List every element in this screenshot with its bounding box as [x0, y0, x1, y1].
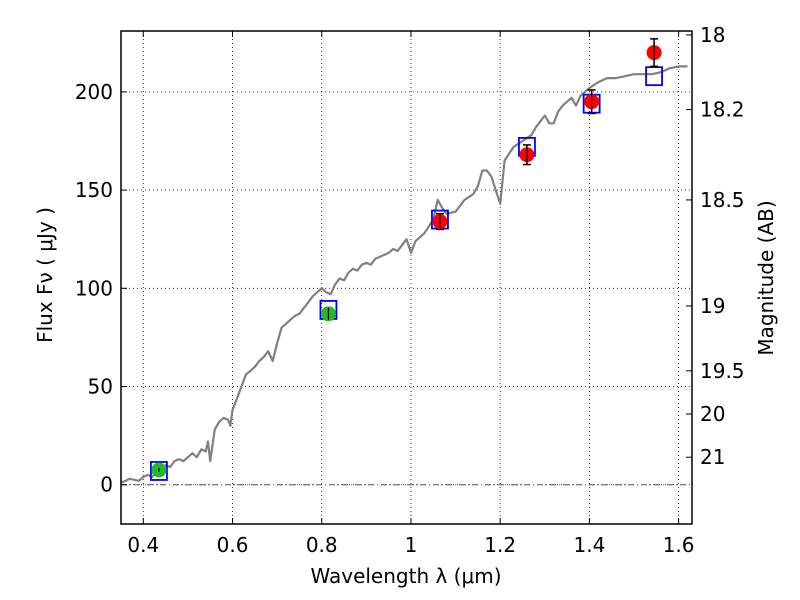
y-right-tick-label: 19	[700, 294, 725, 318]
y-tick-label: 100	[75, 276, 113, 300]
spectrum	[120, 65, 688, 484]
y-tick-label: 200	[75, 80, 113, 104]
model-photometry	[150, 66, 663, 481]
x-tick-label: 0.4	[127, 533, 159, 557]
x-tick-label: 0.6	[217, 533, 249, 557]
y-axis-right: 18 18.2 18.5 19 19.5 20 21	[686, 23, 745, 469]
y-axis-right-label: Magnitude (AB)	[754, 200, 778, 355]
x-tick-label: 1.6	[663, 533, 695, 557]
x-axis: 0.4 0.6 0.8 1 1.2 1.4 1.6	[127, 31, 695, 557]
model-point	[645, 66, 663, 87]
y-tick-label: 150	[75, 178, 113, 202]
x-tick-label: 0.8	[306, 533, 338, 557]
observed-photometry	[151, 38, 662, 478]
x-tick-label: 1	[405, 533, 418, 557]
model-point	[150, 461, 168, 481]
y-right-tick-label: 18	[700, 23, 725, 47]
y-tick-label: 0	[100, 473, 113, 497]
y-right-tick-label: 18.5	[700, 188, 745, 212]
x-axis-label: Wavelength λ (μm)	[310, 564, 501, 588]
x-tick-label: 1.4	[573, 533, 605, 557]
spectrum-line	[120, 65, 688, 484]
x-tick-label: 1.2	[484, 533, 516, 557]
y-tick-label: 50	[88, 375, 113, 399]
y-axis-label: Flux Fν ( μJy )	[33, 207, 57, 343]
y-right-tick-label: 19.5	[700, 359, 745, 383]
y-right-tick-label: 18.2	[700, 98, 745, 122]
plot-frame	[120, 30, 693, 525]
y-right-tick-label: 20	[700, 402, 725, 426]
y-right-tick-label: 21	[700, 445, 725, 469]
y-axis-left: 0 50 100 150 200	[75, 80, 127, 497]
